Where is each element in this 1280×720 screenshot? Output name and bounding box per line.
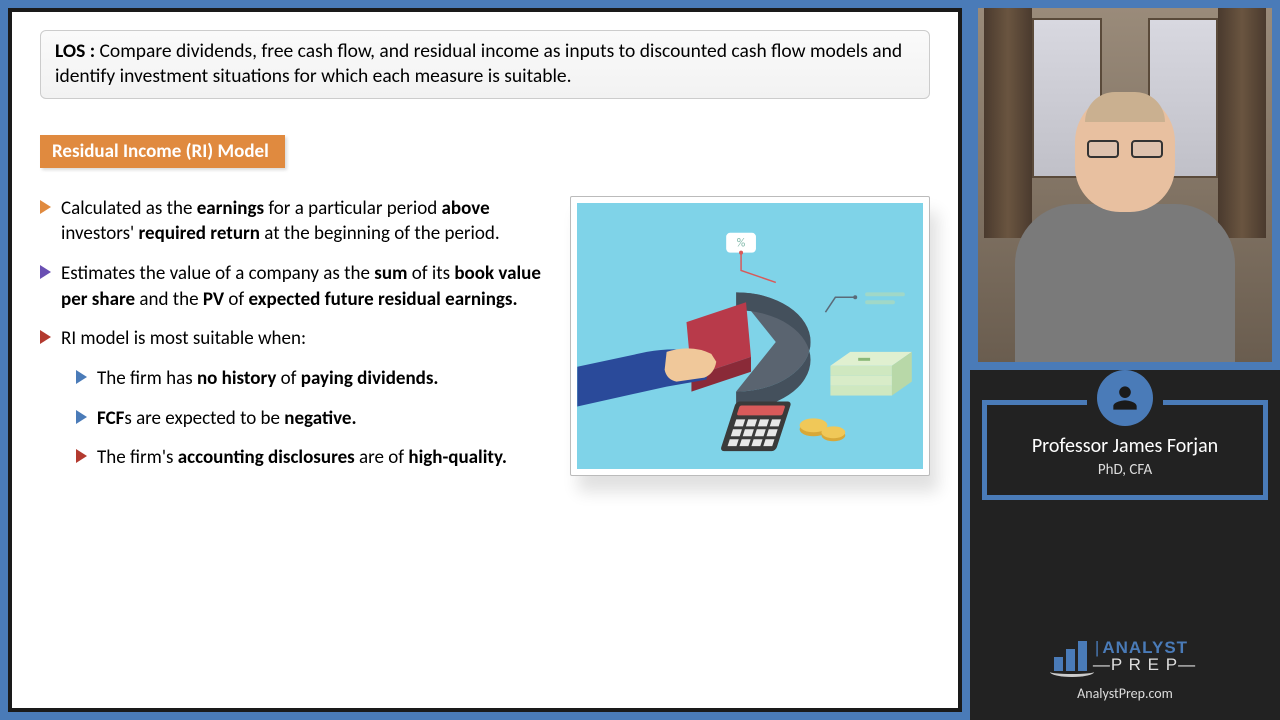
slide-panel: LOS : Compare dividends, free cash flow,… [0,0,970,720]
bullet-text: FCFs are expected to be negative. [97,406,357,432]
content-row: Calculated as the earnings for a particu… [40,196,930,485]
presenter-credentials: PhD, CFA [997,461,1253,479]
glasses-icon [1087,140,1163,158]
bullet-1: Calculated as the earnings for a particu… [40,196,550,247]
shirt-shape [1015,204,1235,370]
arrow-icon [40,330,51,344]
svg-text:%: % [737,236,746,250]
sub-bullet-1: The firm has no history of paying divide… [76,366,550,392]
bullet-list: Calculated as the earnings for a particu… [40,196,550,485]
hair-shape [1085,92,1165,122]
arrow-icon [76,449,87,463]
bullet-text: Estimates the value of a company as the … [61,261,550,312]
video-background [978,8,1272,362]
bullet-text: RI model is most suitable when: [61,326,306,352]
sub-bullet-3: The firm's accounting disclosures are of… [76,445,550,471]
section-title: Residual Income (RI) Model [40,135,285,168]
presenter-figure [1015,92,1235,370]
los-label: LOS : [55,39,95,63]
arrow-icon [40,265,51,279]
illustration: % [577,203,923,469]
arrow-icon [76,370,87,384]
bullet-text: The firm has no history of paying divide… [97,366,439,392]
bullet-text: Calculated as the earnings for a particu… [61,196,550,247]
presenter-name: Professor James Forjan [997,434,1253,458]
brand-area: |ANALYST —P R E P— AnalystPrep.com [970,639,1280,720]
bullet-text: The firm's accounting disclosures are of… [97,445,507,471]
brand-text: |ANALYST —P R E P— [1093,639,1196,673]
bullet-2: Estimates the value of a company as the … [40,261,550,312]
arrow-icon [76,410,87,424]
bars-icon [1054,641,1087,671]
sub-bullet-2: FCFs are expected to be negative. [76,406,550,432]
avatar-icon [1097,370,1153,426]
head-shape [1075,92,1175,212]
slide: LOS : Compare dividends, free cash flow,… [12,12,958,708]
sub-bullet-list: The firm has no history of paying divide… [76,366,550,471]
arrow-icon [40,200,51,214]
illustration-frame: % [570,196,930,476]
bullet-3: RI model is most suitable when: [40,326,550,352]
finance-illustration-icon: % [577,203,923,469]
presenter-name-card: Professor James Forjan PhD, CFA [982,400,1268,500]
presenter-video [970,0,1280,370]
brand-logo: |ANALYST —P R E P— [1054,639,1196,673]
los-text: Compare dividends, free cash flow, and r… [55,39,902,88]
brand-url: AnalystPrep.com [970,685,1280,702]
los-box: LOS : Compare dividends, free cash flow,… [40,30,930,99]
presenter-panel: Professor James Forjan PhD, CFA |ANALYST… [970,0,1280,720]
